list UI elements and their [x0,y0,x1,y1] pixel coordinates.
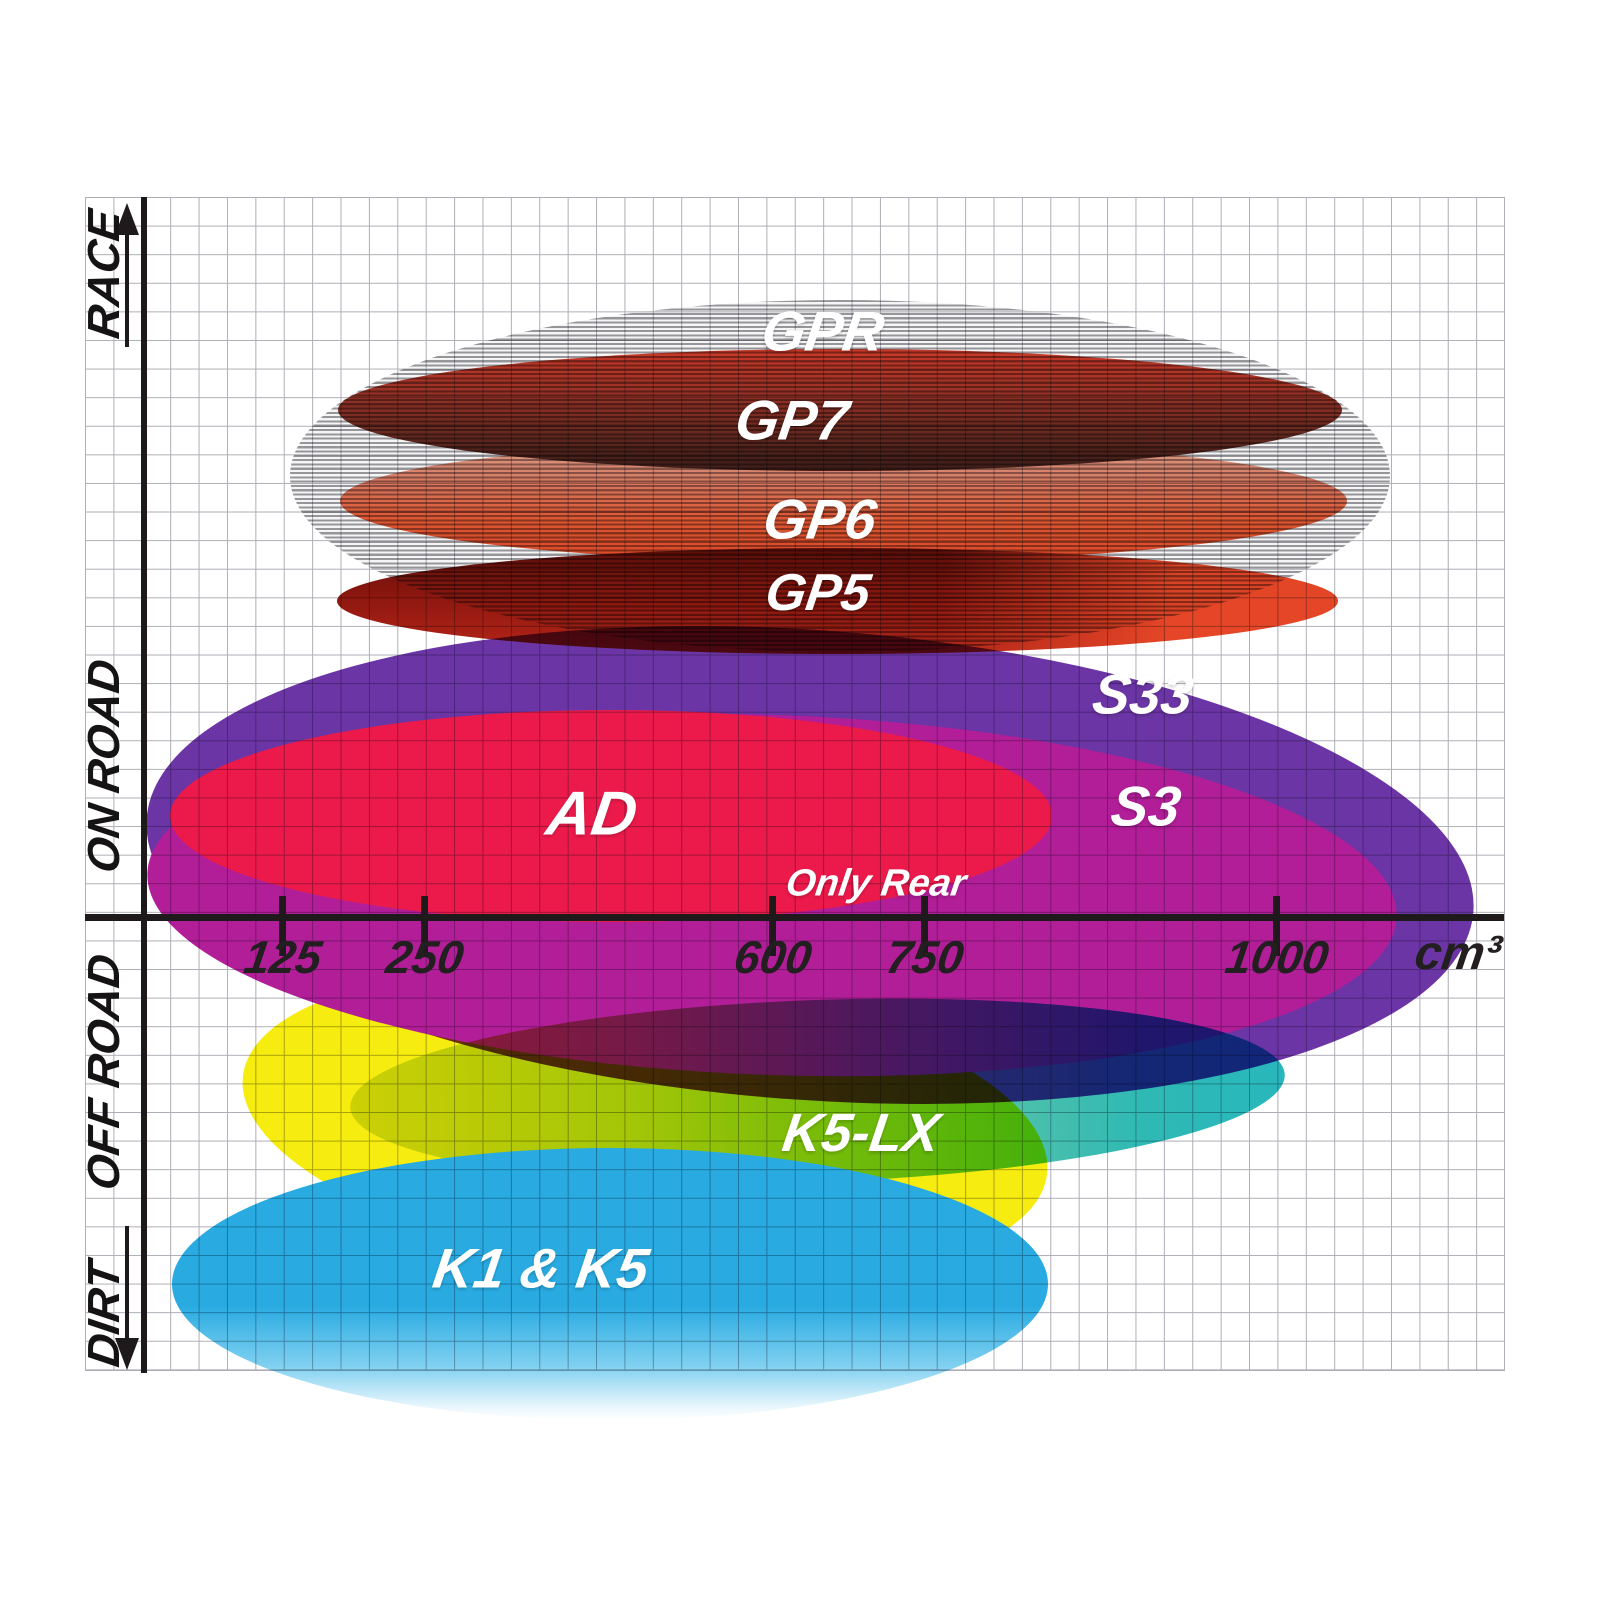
x-tick-1000 [1273,896,1280,956]
x-tick-label-125: 125 [240,931,326,983]
label-gp5: GP5 [761,564,875,622]
x-tick-label-1000: 1000 [1222,931,1332,983]
y-label-dirt: DIRT [78,1258,129,1370]
x-tick-250 [421,896,428,956]
x-tick-label-750: 750 [882,931,968,983]
label-gp6: GP6 [759,487,881,551]
label-gpr: GPR [757,299,889,363]
x-axis-line [85,914,1504,921]
label-ad: AD [542,779,642,849]
y-label-race: RACE [78,206,129,342]
label-k1k5: K1 & K5 [429,1236,653,1300]
x-tick-750 [921,896,928,956]
race-arrow-line [125,232,129,347]
dirt-arrow-line [125,1226,129,1340]
y-axis-line [141,197,147,1373]
x-tick-125 [279,896,286,956]
x-axis-unit-label: cm³ [1411,927,1505,980]
x-tick-label-600: 600 [730,931,816,983]
y-label-off-road: OFF ROAD [78,950,129,1194]
y-label-on-road: ON ROAD [78,656,129,876]
x-tick-label-250: 250 [382,931,468,983]
label-s3: S3 [1107,774,1185,838]
label-only-rear: Only Rear [783,862,969,905]
label-gp7: GP7 [731,388,853,452]
race-arrow-up-icon [115,203,139,235]
x-tick-600 [769,896,776,956]
dirt-arrow-down-icon [115,1338,139,1370]
grid-overlay [85,197,1505,1371]
label-s33: S33 [1088,662,1198,726]
label-k5lx: K5-LX [778,1103,944,1163]
